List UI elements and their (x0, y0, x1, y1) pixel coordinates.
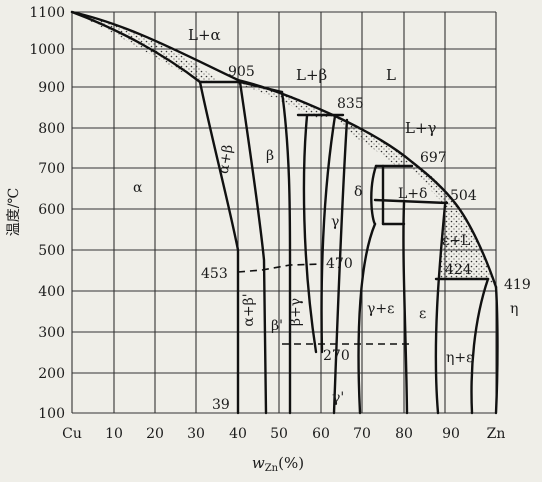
temp-424: 424 (445, 262, 472, 278)
alpha-solvus (198, 80, 240, 415)
label-beta-gamma: β+γ (288, 298, 304, 326)
x-tick-60: 60 (312, 426, 330, 442)
gamma-right-a (320, 114, 337, 354)
x-label-sub: Zn (265, 463, 279, 474)
y-tick-300: 300 (38, 325, 65, 341)
y-axis: 1100 1000 900 800 700 600 500 400 300 20… (6, 5, 65, 422)
y-tick-200: 200 (38, 366, 65, 382)
label-eps-l: ε+L (442, 233, 470, 249)
eta-left (470, 277, 490, 415)
x-tick-80: 80 (395, 426, 413, 442)
label-eta-eps: η+ε (446, 350, 473, 366)
label-alpha-beta-prime: α+β' (241, 293, 257, 326)
label-beta: β (266, 148, 274, 164)
x-tick-40: 40 (229, 426, 247, 442)
y-tick-100: 100 (38, 406, 65, 422)
label-beta-prime: β' (271, 318, 283, 334)
y-tick-600: 600 (38, 202, 65, 218)
temperature-labels: 905 835 697 504 424 419 470 453 270 39 (201, 64, 531, 413)
label-eta: η (510, 301, 518, 317)
region-l-beta (238, 80, 335, 118)
label-l-beta: L+β (296, 66, 327, 84)
region-l-delta (412, 162, 455, 205)
x-tick-10: 10 (105, 426, 123, 442)
label-alpha-beta: α+β (216, 143, 237, 175)
eta-right (494, 285, 499, 415)
y-tick-400: 400 (38, 284, 65, 300)
temp-697: 697 (420, 150, 447, 166)
temp-835: 835 (337, 96, 364, 112)
beta-left (238, 80, 268, 415)
temp-419: 419 (504, 277, 531, 293)
x-label-w: w (252, 454, 265, 472)
label-gamma: γ (331, 214, 339, 230)
temp-504: 504 (450, 188, 477, 204)
x-tick-zn: Zn (487, 426, 506, 442)
y-tick-900: 900 (38, 80, 65, 96)
gamma-epsilon-left (357, 222, 377, 415)
label-gamma-eps: γ+ε (367, 301, 394, 317)
x-label-suffix: (%) (278, 454, 304, 472)
label-gamma-prime: γ' (332, 390, 344, 406)
order-line-453 (237, 263, 323, 273)
label-l: L (386, 66, 396, 84)
region-eps-l (438, 203, 494, 285)
label-eps: ε (419, 306, 426, 322)
temp-270: 270 (323, 348, 350, 364)
phase-labels: L+α L L+β L+γ α α+β β γ δ L+δ ε+L γ+ε ε … (133, 26, 518, 406)
gamma-left (302, 114, 318, 354)
x-tick-cu: Cu (62, 426, 82, 442)
gamma-right-b (332, 118, 349, 415)
y-axis-label: 温度/℃ (6, 188, 22, 236)
temp-470: 470 (326, 256, 353, 272)
temp-905: 905 (228, 64, 255, 80)
y-tick-1000: 1000 (29, 42, 65, 58)
y-tick-1100: 1100 (29, 5, 65, 21)
x-tick-70: 70 (353, 426, 371, 442)
x-tick-20: 20 (146, 426, 164, 442)
delta-left (370, 164, 378, 226)
liquidus-line (70, 10, 498, 289)
label-delta: δ (354, 184, 362, 200)
peritectic-504 (373, 198, 449, 205)
y-tick-800: 800 (38, 121, 65, 137)
x-tick-50: 50 (270, 426, 288, 442)
epsilon-left (402, 201, 409, 415)
beta-right (280, 90, 292, 415)
x-axis: Cu 10 20 30 40 50 60 70 80 90 Zn wZn(%) (62, 426, 505, 474)
y-tick-500: 500 (38, 243, 65, 259)
phase-boundaries (70, 10, 499, 415)
epsilon-right (434, 203, 447, 415)
grid (71, 11, 497, 414)
label-alpha: α (133, 180, 143, 196)
x-tick-30: 30 (187, 426, 205, 442)
comp-39: 39 (212, 397, 230, 413)
label-l-alpha: L+α (188, 26, 221, 44)
x-tick-90: 90 (442, 426, 460, 442)
label-l-gamma: L+γ (405, 119, 437, 137)
temp-453: 453 (201, 266, 228, 282)
label-l-delta: L+δ (398, 186, 427, 202)
x-axis-label: wZn(%) (252, 454, 304, 474)
solidus-alpha (70, 10, 202, 84)
y-tick-700: 700 (38, 161, 65, 177)
